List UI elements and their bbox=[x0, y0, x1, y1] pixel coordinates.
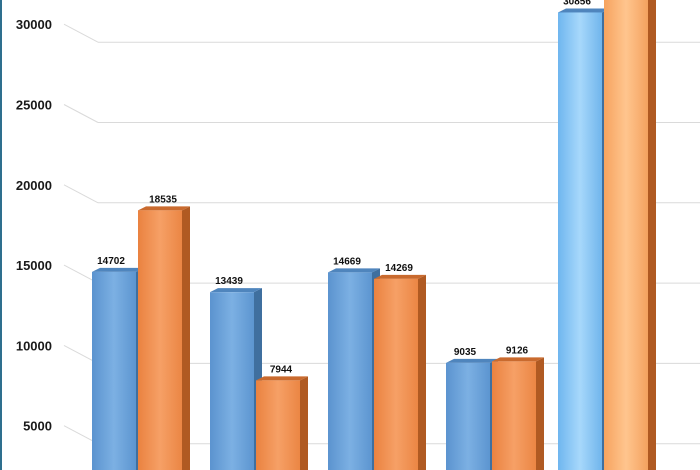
bar-top bbox=[492, 357, 544, 362]
data-label: 18535 bbox=[149, 194, 177, 205]
data-label: 13439 bbox=[215, 276, 243, 287]
bar-front bbox=[604, 0, 648, 470]
bar bbox=[328, 268, 380, 470]
data-label: 14702 bbox=[97, 256, 125, 267]
bar-front bbox=[374, 278, 418, 470]
bar-front bbox=[92, 271, 136, 470]
data-labels: 14702 13439 14669 9035 30856 18535 7944 14269 91… bbox=[97, 0, 591, 375]
bar-top bbox=[210, 288, 262, 293]
y-axis-tick-labels: 5000 10000 15000 20000 25000 30000 bbox=[16, 17, 52, 434]
data-label: 14269 bbox=[385, 263, 413, 274]
bar-side bbox=[536, 357, 544, 470]
bar-side bbox=[648, 0, 656, 470]
y-tick-label: 25000 bbox=[16, 98, 52, 113]
data-label: 14669 bbox=[333, 256, 361, 267]
bar-front bbox=[558, 12, 602, 470]
y-tick-label: 15000 bbox=[16, 258, 52, 273]
grid-line-diagonal bbox=[63, 104, 99, 123]
y-tick-label: 5000 bbox=[23, 419, 52, 434]
bar-front bbox=[210, 292, 254, 470]
bar bbox=[492, 357, 544, 470]
bar-top bbox=[374, 274, 426, 279]
bar-top bbox=[256, 376, 308, 381]
bar-top bbox=[138, 206, 190, 211]
bar bbox=[138, 206, 190, 470]
bar-top bbox=[446, 358, 498, 363]
data-label: 30856 bbox=[563, 0, 591, 7]
left-border-line bbox=[0, 0, 2, 470]
bar-top bbox=[92, 267, 144, 272]
bar-side bbox=[182, 206, 190, 470]
bar-series bbox=[92, 0, 656, 470]
bar-side bbox=[300, 376, 308, 470]
bar bbox=[374, 274, 426, 470]
data-label: 9035 bbox=[454, 347, 477, 358]
bar bbox=[558, 8, 610, 470]
grid-line-diagonal bbox=[63, 184, 99, 204]
bar-front bbox=[256, 380, 300, 470]
y-tick-label: 30000 bbox=[16, 17, 52, 32]
y-tick-label: 10000 bbox=[16, 338, 52, 353]
y-tick-label: 20000 bbox=[16, 178, 52, 193]
bar-front bbox=[328, 272, 372, 470]
bar-front bbox=[138, 210, 182, 470]
bar-top bbox=[558, 8, 610, 13]
bar bbox=[92, 267, 144, 470]
bar bbox=[446, 358, 498, 470]
bar-front bbox=[446, 362, 490, 470]
bar bbox=[256, 376, 308, 470]
bar-front bbox=[492, 361, 536, 470]
bar bbox=[604, 0, 656, 470]
data-label: 9126 bbox=[506, 345, 529, 356]
bar bbox=[210, 288, 262, 470]
data-label: 7944 bbox=[270, 364, 293, 375]
grid-line-diagonal bbox=[63, 23, 99, 43]
bar-side bbox=[418, 274, 426, 470]
bar-top bbox=[328, 268, 380, 273]
